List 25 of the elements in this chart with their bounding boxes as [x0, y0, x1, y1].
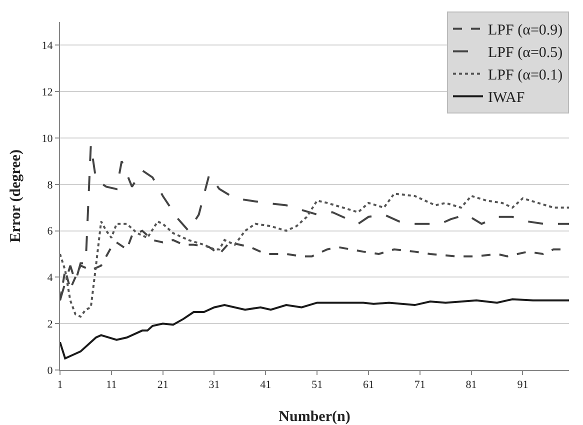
x-tick-label: 31	[208, 379, 220, 392]
x-tick-label: 81	[466, 379, 477, 392]
y-tick-label: 2	[47, 318, 53, 330]
y-tick-label: 6	[47, 226, 54, 238]
x-tick-label: 1	[57, 379, 63, 392]
x-tick-label: 11	[106, 379, 117, 392]
legend-label: LPF (α=0.9)	[488, 22, 563, 39]
x-tick-label: 21	[157, 379, 168, 392]
legend-label: LPF (α=0.1)	[488, 68, 563, 84]
y-axis-title: Error (degree)	[8, 150, 24, 242]
x-tick-label: 71	[414, 379, 426, 392]
y-tick-label: 4	[47, 272, 54, 284]
y-tick-label: 8	[47, 179, 54, 192]
legend-label: IWAF	[488, 90, 525, 106]
x-axis-title: Number(n)	[278, 409, 350, 425]
y-tick-label: 14	[42, 40, 54, 52]
legend-label: LPF (α=0.5)	[488, 45, 563, 62]
x-tick-label: 91	[517, 379, 528, 392]
x-tick-label: 41	[260, 379, 272, 392]
y-tick-label: 10	[42, 132, 54, 145]
x-tick-label: 51	[312, 379, 323, 392]
x-tick-label: 61	[362, 379, 374, 392]
y-tick-label: 12	[42, 86, 53, 98]
y-tick-label: 0	[47, 364, 54, 377]
line-series	[60, 298, 569, 360]
